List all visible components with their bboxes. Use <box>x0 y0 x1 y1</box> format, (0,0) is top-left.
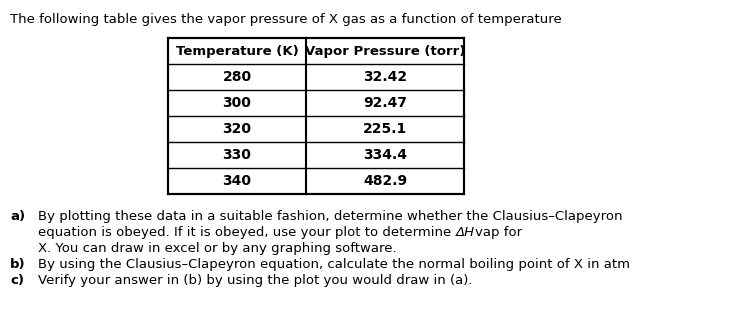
Text: X. You can draw in excel or by any graphing software.: X. You can draw in excel or by any graph… <box>38 242 397 255</box>
Text: vap for: vap for <box>475 226 522 239</box>
Text: 340: 340 <box>222 174 252 188</box>
Text: 300: 300 <box>222 96 252 110</box>
Text: 320: 320 <box>222 122 252 136</box>
Text: The following table gives the vapor pressure of X gas as a function of temperatu: The following table gives the vapor pres… <box>10 13 562 26</box>
Text: Verify your answer in (b) by using the plot you would draw in (a).: Verify your answer in (b) by using the p… <box>38 274 473 287</box>
Text: c): c) <box>10 274 24 287</box>
Text: 334.4: 334.4 <box>363 148 407 162</box>
Text: By plotting these data in a suitable fashion, determine whether the Clausius–Cla: By plotting these data in a suitable fas… <box>38 210 623 223</box>
Text: 330: 330 <box>222 148 252 162</box>
Text: 482.9: 482.9 <box>363 174 407 188</box>
Text: equation is obeyed. If it is obeyed, use your plot to determine: equation is obeyed. If it is obeyed, use… <box>38 226 456 239</box>
Text: 280: 280 <box>222 70 252 84</box>
Bar <box>168 38 464 194</box>
Text: Temperature (K): Temperature (K) <box>176 45 298 58</box>
Text: 92.47: 92.47 <box>363 96 407 110</box>
Text: b): b) <box>10 258 26 271</box>
Text: ΔH: ΔH <box>456 226 475 239</box>
Text: By using the Clausius–Clapeyron equation, calculate the normal boiling point of : By using the Clausius–Clapeyron equation… <box>38 258 630 271</box>
Text: 225.1: 225.1 <box>363 122 407 136</box>
Text: 32.42: 32.42 <box>363 70 407 84</box>
Bar <box>168 38 464 194</box>
Text: Vapor Pressure (torr): Vapor Pressure (torr) <box>305 45 465 58</box>
Text: a): a) <box>10 210 25 223</box>
